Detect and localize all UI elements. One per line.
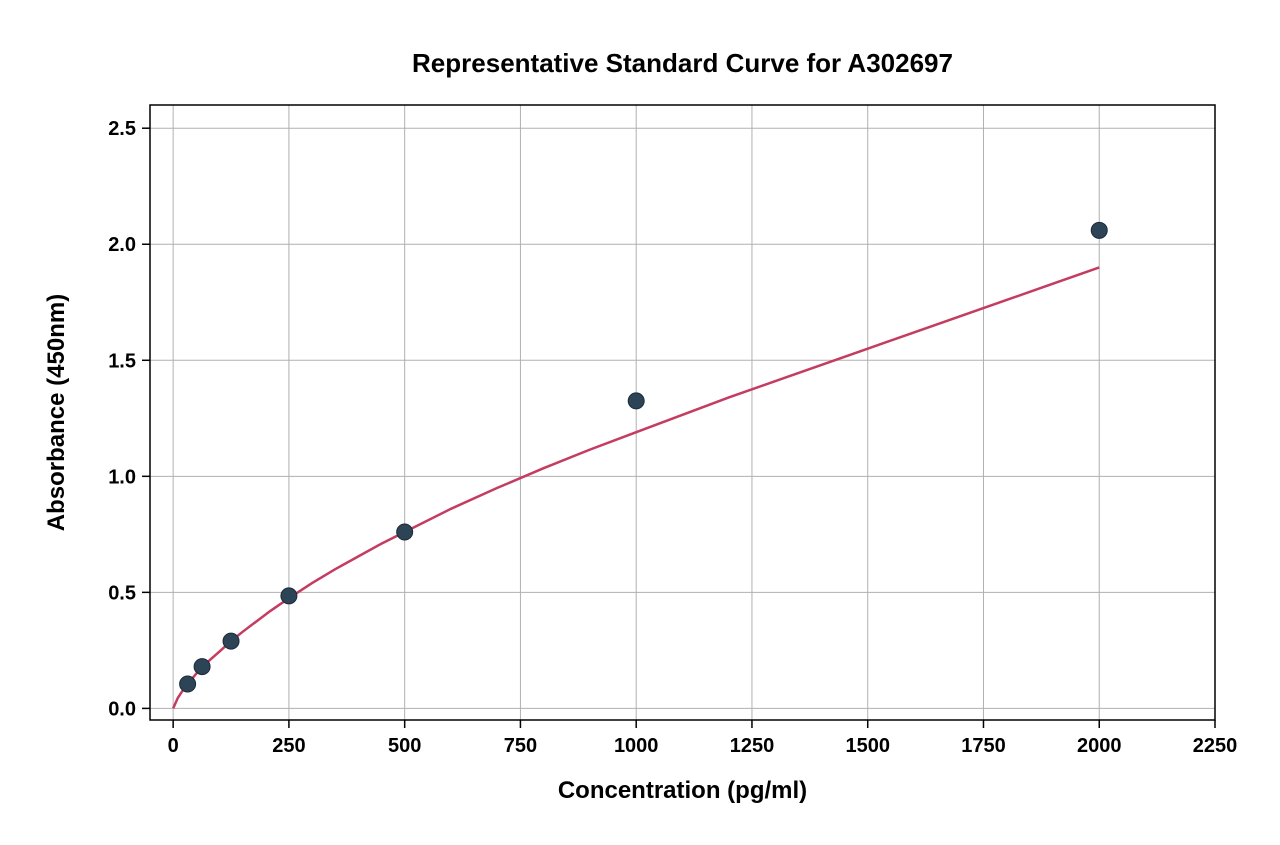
y-tick-label: 0.5 — [108, 582, 136, 604]
x-tick-label: 1750 — [961, 735, 1006, 757]
x-tick-label: 500 — [388, 735, 421, 757]
x-tick-label: 1000 — [614, 735, 659, 757]
x-tick-label: 1500 — [845, 735, 890, 757]
plot-border — [150, 105, 1215, 720]
chart-container: 0 250 500 750 1000 1250 1500 1750 2000 2250 0.0 0.5… — [0, 0, 1280, 845]
x-tick-label: 250 — [272, 735, 305, 757]
x-tick-label: 2250 — [1193, 735, 1238, 757]
data-point — [281, 588, 297, 604]
x-tick-label: 2000 — [1077, 735, 1122, 757]
y-tick-label: 1.0 — [108, 466, 136, 488]
x-tick-label: 750 — [504, 735, 537, 757]
data-point — [397, 524, 413, 540]
x-tick-label: 1250 — [730, 735, 775, 757]
y-tick-label: 1.5 — [108, 350, 136, 372]
x-axis-label: Concentration (pg/ml) — [558, 777, 807, 804]
chart-title: Representative Standard Curve for A30269… — [412, 48, 953, 78]
data-point — [194, 659, 210, 675]
y-axis-label: Absorbance (450nm) — [43, 294, 70, 531]
data-point — [628, 393, 644, 409]
standard-curve-chart: 0 250 500 750 1000 1250 1500 1750 2000 2250 0.0 0.5… — [0, 0, 1280, 845]
y-tick-label: 2.0 — [108, 234, 136, 256]
data-point — [223, 633, 239, 649]
x-tick-label: 0 — [168, 735, 179, 757]
y-tick-label: 0.0 — [108, 698, 136, 720]
data-point — [180, 676, 196, 692]
data-point — [1091, 222, 1107, 238]
y-tick-label: 2.5 — [108, 118, 136, 140]
